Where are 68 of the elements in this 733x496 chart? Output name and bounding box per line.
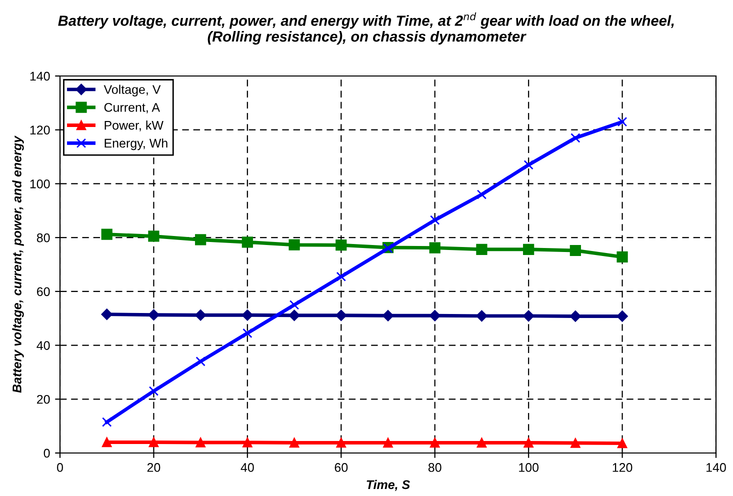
point bbox=[430, 438, 440, 448]
point bbox=[336, 438, 346, 448]
point bbox=[102, 437, 112, 448]
point bbox=[288, 310, 300, 321]
point bbox=[148, 230, 160, 242]
point bbox=[196, 356, 206, 366]
point bbox=[242, 328, 252, 338]
point bbox=[336, 310, 347, 321]
point bbox=[288, 239, 300, 250]
point bbox=[617, 116, 628, 127]
x-tick-label: 0 bbox=[57, 463, 63, 472]
point bbox=[429, 242, 440, 254]
point bbox=[570, 133, 580, 143]
point bbox=[242, 438, 252, 448]
legend-label: Power, kW bbox=[104, 120, 164, 132]
legend-label: Voltage, V bbox=[104, 84, 161, 96]
y-tick-label: 120 bbox=[30, 126, 50, 135]
point bbox=[242, 310, 254, 321]
point bbox=[242, 236, 253, 248]
point bbox=[194, 310, 206, 321]
x-tick-label: 100 bbox=[519, 463, 539, 472]
y-tick-label: 140 bbox=[30, 72, 50, 81]
point bbox=[336, 240, 347, 251]
point bbox=[195, 234, 206, 246]
y-tick-label: 40 bbox=[36, 341, 50, 350]
y-tick-label: 100 bbox=[30, 180, 50, 188]
point bbox=[476, 438, 487, 448]
point bbox=[476, 310, 488, 322]
x-tick-label: 20 bbox=[147, 463, 160, 472]
point bbox=[524, 160, 534, 170]
point bbox=[148, 386, 159, 396]
y-tick-label: 20 bbox=[37, 394, 50, 404]
y-axis-title: Battery voltage, current, power, and energy bbox=[12, 135, 24, 393]
point bbox=[101, 308, 112, 320]
point bbox=[148, 437, 159, 448]
point bbox=[336, 272, 346, 282]
point bbox=[430, 215, 440, 225]
x-tick-label: 80 bbox=[428, 463, 442, 472]
point bbox=[289, 438, 300, 448]
point bbox=[522, 310, 534, 322]
point bbox=[102, 417, 112, 427]
point bbox=[101, 228, 112, 240]
point bbox=[617, 438, 628, 448]
point bbox=[148, 309, 160, 320]
point bbox=[570, 438, 580, 448]
point bbox=[383, 438, 393, 448]
legend-label: Current, A bbox=[104, 102, 160, 114]
point bbox=[616, 251, 628, 263]
x-tick-label: 140 bbox=[706, 463, 726, 472]
point bbox=[289, 300, 300, 310]
point bbox=[196, 438, 206, 448]
point bbox=[382, 310, 394, 322]
point bbox=[429, 310, 440, 322]
legend-label: Energy, Wh bbox=[104, 138, 168, 150]
y-tick-label: 80 bbox=[36, 233, 50, 242]
point bbox=[570, 244, 581, 256]
point bbox=[524, 438, 534, 448]
y-tick-label: 0 bbox=[44, 448, 50, 458]
chart-title: Battery voltage, current, power, and energy with Time, at 2$^{nd}$ gear with load on the wheel, (Rolling resistance), on chassis dynamometer bbox=[58, 12, 674, 45]
point bbox=[476, 244, 488, 255]
point bbox=[616, 310, 628, 322]
x-tick-label: 40 bbox=[240, 463, 254, 472]
x-tick-label: 60 bbox=[334, 463, 348, 472]
point bbox=[476, 190, 487, 200]
x-axis-title: Time, S bbox=[366, 480, 410, 491]
y-tick-label: 60 bbox=[37, 287, 50, 296]
x-tick-label: 120 bbox=[612, 463, 632, 472]
point bbox=[523, 244, 534, 255]
